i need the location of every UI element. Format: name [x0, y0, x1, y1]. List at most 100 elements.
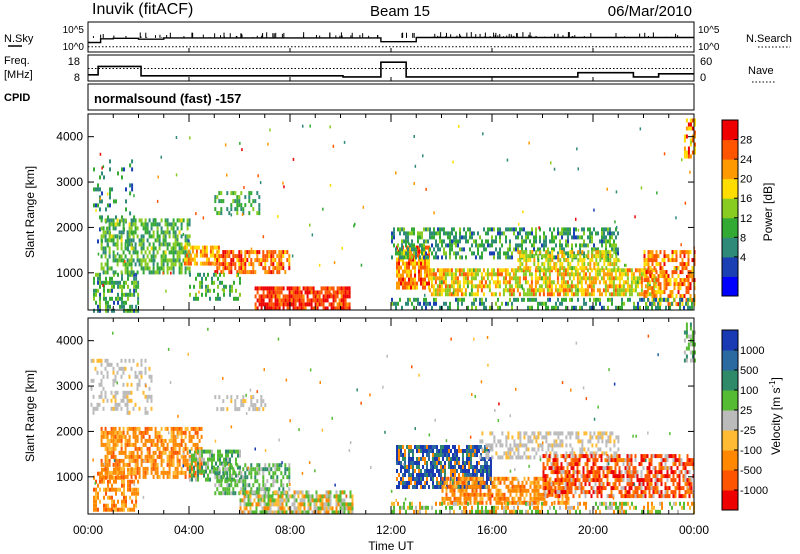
heatmap-cell	[410, 465, 412, 469]
heatmap-cell	[473, 251, 475, 256]
heatmap-cell	[142, 238, 145, 243]
heatmap-cell	[102, 406, 105, 411]
heatmap-cell	[172, 470, 175, 475]
heatmap-cell	[146, 230, 149, 235]
heatmap-cell	[571, 297, 573, 302]
heatmap-cell	[519, 231, 521, 236]
heatmap-cell	[462, 473, 464, 477]
heatmap-cell	[104, 470, 107, 475]
heatmap-cell	[424, 261, 426, 266]
heatmap-cell	[428, 281, 430, 286]
heatmap-cell	[464, 465, 466, 469]
heatmap-cell	[280, 290, 283, 295]
heatmap-cell	[348, 294, 351, 299]
heatmap-cell	[344, 286, 347, 291]
heatmap-cell	[272, 250, 275, 255]
heatmap-cell	[469, 235, 471, 240]
heatmap-cell	[95, 300, 97, 305]
heatmap-cell	[481, 255, 483, 260]
heatmap-cell	[128, 454, 131, 459]
heatmap-cell	[512, 288, 515, 293]
heatmap-cell	[257, 174, 259, 178]
heatmap-cell	[402, 281, 404, 286]
heatmap-cell	[443, 231, 445, 236]
heatmap-cell	[509, 255, 511, 260]
heatmap-cell	[128, 438, 131, 443]
heatmap-cell	[237, 465, 239, 470]
heatmap-cell	[461, 301, 463, 306]
heatmap-cell	[295, 510, 298, 515]
heatmap-cell	[112, 470, 115, 475]
heatmap-cell	[218, 491, 221, 496]
heatmap-cell	[343, 498, 346, 503]
heatmap-cell	[609, 297, 611, 302]
heatmap-cell	[685, 118, 688, 123]
heatmap-cell	[304, 286, 307, 291]
heatmap-cell	[436, 453, 438, 457]
heatmap-cell	[588, 284, 591, 289]
heatmap-cell	[269, 506, 272, 511]
heatmap-cell	[176, 258, 179, 263]
heatmap-cell	[410, 461, 412, 465]
heatmap-cell	[401, 305, 403, 310]
heatmap-cell	[680, 243, 682, 247]
heatmap-cell	[645, 258, 648, 263]
heatmap-cell	[620, 268, 623, 273]
heatmap-cell	[97, 483, 99, 488]
heatmap-cell	[299, 506, 302, 511]
heatmap-cell	[347, 510, 350, 515]
heatmap-cell	[129, 479, 132, 484]
heatmap-cell	[99, 280, 101, 285]
heatmap-cell	[95, 507, 97, 512]
heatmap-cell	[218, 254, 221, 259]
heatmap-cell	[104, 390, 107, 395]
heatmap-cell	[464, 449, 466, 453]
heatmap-cell	[402, 465, 404, 469]
heatmap-cell	[597, 231, 599, 236]
heatmap-cell	[468, 449, 470, 453]
heatmap-cell	[234, 191, 237, 196]
heatmap-cell	[416, 457, 418, 461]
heatmap-cell	[110, 438, 113, 443]
heatmap-cell	[99, 199, 101, 204]
heatmap-cell	[224, 258, 227, 263]
heatmap-cell	[339, 498, 342, 503]
heatmap-cell	[683, 266, 686, 271]
heatmap-cell	[131, 159, 134, 164]
heatmap-cell	[478, 449, 480, 453]
heatmap-cell	[553, 227, 555, 232]
heatmap-cell	[256, 407, 259, 412]
heatmap-cell	[168, 234, 171, 239]
heatmap-cell	[118, 254, 121, 259]
y-tick-label: 1000	[56, 266, 83, 280]
heatmap-cell	[473, 301, 475, 306]
heatmap-cell	[156, 226, 159, 231]
heatmap-cell	[238, 195, 241, 200]
heatmap-cell	[180, 246, 183, 251]
heatmap-cell	[460, 485, 462, 489]
heatmap-cell	[104, 426, 107, 431]
heatmap-cell	[190, 466, 193, 471]
nsearch-tick-top: 10^5	[698, 25, 720, 36]
heatmap-cell	[468, 280, 471, 285]
heatmap-cell	[219, 453, 221, 458]
heatmap-cell	[307, 494, 310, 499]
heatmap-cell	[592, 288, 595, 293]
heatmap-cell	[597, 262, 600, 267]
heatmap-cell	[591, 305, 593, 310]
heatmap-cell	[398, 461, 400, 465]
heatmap-cell	[590, 288, 593, 293]
heatmap-cell	[673, 250, 676, 255]
heatmap-cell	[154, 434, 157, 439]
heatmap-cell	[422, 453, 424, 457]
heatmap-cell	[598, 280, 601, 285]
heatmap-cell	[116, 402, 119, 407]
heatmap-cell	[448, 465, 450, 469]
heatmap-cell	[137, 300, 140, 305]
heatmap-cell	[122, 250, 125, 255]
heatmap-cell	[97, 183, 99, 188]
heatmap-cell	[174, 426, 177, 431]
heatmap-cell	[344, 302, 347, 307]
heatmap-cell	[133, 280, 136, 285]
heatmap-cell	[231, 473, 233, 478]
